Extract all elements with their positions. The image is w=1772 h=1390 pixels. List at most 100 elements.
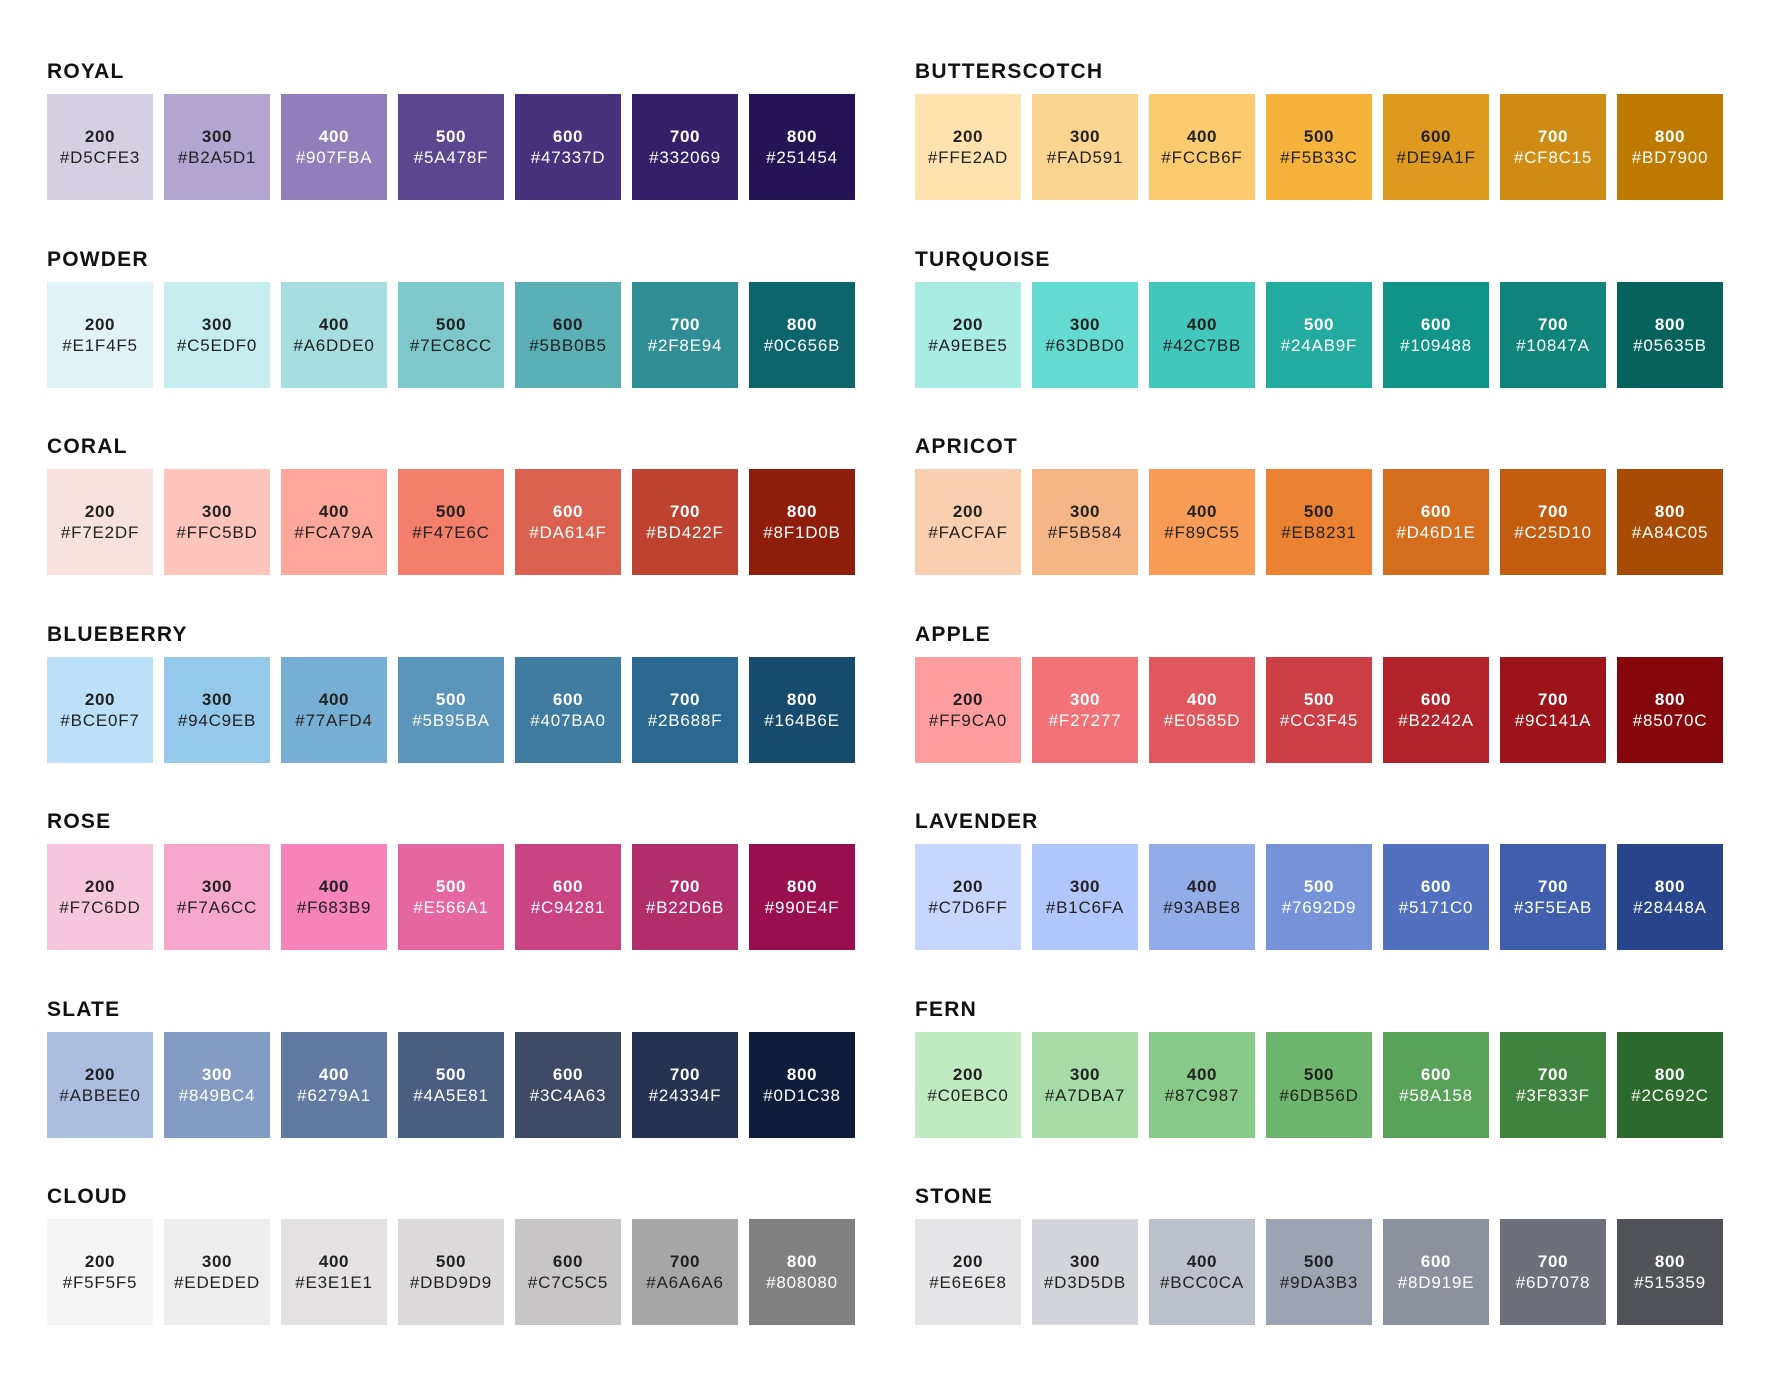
swatch-shade-label: 700 (669, 502, 701, 521)
swatch-coral-400: 400 #FCA79A (281, 469, 387, 575)
swatch-powder-200: 200 #E1F4F5 (47, 282, 153, 388)
swatch-hex-code: #FFE2AD (927, 148, 1009, 167)
palette-group-powder: POWDER 200 #E1F4F5 300 #C5EDF0 400 #A6DDE0 500 #… (47, 248, 857, 418)
swatch-shade-label: 700 (1537, 127, 1569, 146)
swatch-hex-code: #F7E2DF (60, 523, 140, 542)
swatch-rose-700: 700 #B22D6B (632, 844, 738, 950)
swatch-shade-label: 200 (84, 877, 116, 896)
swatch-apricot-200: 200 #FACFAF (915, 469, 1021, 575)
swatch-hex-code: #F27277 (1048, 711, 1122, 730)
swatch-hex-code: #DE9A1F (1396, 148, 1476, 167)
swatch-stone-800: 800 #515359 (1617, 1219, 1723, 1325)
swatch-hex-code: #42C7BB (1162, 336, 1242, 355)
swatch-shade-label: 700 (1537, 315, 1569, 334)
swatch-row: 200 #E1F4F5 300 #C5EDF0 400 #A6DDE0 500 #7EC8CC… (47, 282, 857, 388)
swatch-powder-300: 300 #C5EDF0 (164, 282, 270, 388)
swatch-shade-label: 300 (201, 127, 233, 146)
swatch-apple-400: 400 #E0585D (1149, 657, 1255, 763)
swatch-hex-code: #0D1C38 (763, 1086, 841, 1105)
swatch-stone-700: 700 #6D7078 (1500, 1219, 1606, 1325)
swatch-hex-code: #24334F (648, 1086, 722, 1105)
swatch-shade-label: 800 (1654, 502, 1686, 521)
swatch-hex-code: #7EC8CC (409, 336, 493, 355)
swatch-hex-code: #9DA3B3 (1279, 1273, 1359, 1292)
swatch-hex-code: #F47E6C (412, 523, 490, 542)
swatch-royal-800: 800 #251454 (749, 94, 855, 200)
swatch-apple-800: 800 #85070C (1617, 657, 1723, 763)
swatch-shade-label: 800 (1654, 315, 1686, 334)
swatch-hex-code: #6D7078 (1515, 1273, 1591, 1292)
swatch-apple-500: 500 #CC3F45 (1266, 657, 1372, 763)
swatch-shade-label: 300 (1069, 127, 1101, 146)
palette-name: LAVENDER (915, 810, 1039, 833)
swatch-turquoise-700: 700 #10847A (1500, 282, 1606, 388)
swatch-hex-code: #E3E1E1 (295, 1273, 373, 1292)
swatch-shade-label: 300 (1069, 502, 1101, 521)
swatch-shade-label: 200 (84, 502, 116, 521)
swatch-royal-300: 300 #B2A5D1 (164, 94, 270, 200)
swatch-shade-label: 700 (669, 1065, 701, 1084)
swatch-row: 200 #E6E6E8 300 #D3D5DB 400 #BCC0CA 500 #9DA3B3… (915, 1219, 1725, 1325)
swatch-rose-500: 500 #E566A1 (398, 844, 504, 950)
swatch-hex-code: #5171C0 (1398, 898, 1474, 917)
palette-group-coral: CORAL 200 #F7E2DF 300 #FFC5BD 400 #FCA79A 500 #F… (47, 435, 857, 605)
swatch-shade-label: 200 (952, 502, 984, 521)
swatch-row: 200 #ABBEE0 300 #849BC4 400 #6279A1 500 #4A5E81… (47, 1032, 857, 1138)
palette-group-fern: FERN 200 #C0EBC0 300 #A7DBA7 400 #87C987 500 #6D… (915, 998, 1725, 1168)
swatch-row: 200 #C0EBC0 300 #A7DBA7 400 #87C987 500 #6DB56D… (915, 1032, 1725, 1138)
swatch-butterscotch-600: 600 #DE9A1F (1383, 94, 1489, 200)
swatch-shade-label: 800 (786, 690, 818, 709)
swatch-hex-code: #B2A5D1 (177, 148, 257, 167)
swatch-hex-code: #B1C6FA (1045, 898, 1125, 917)
swatch-slate-400: 400 #6279A1 (281, 1032, 387, 1138)
swatch-hex-code: #E1F4F5 (62, 336, 138, 355)
swatch-hex-code: #5A478F (413, 148, 489, 167)
swatch-shade-label: 300 (201, 690, 233, 709)
swatch-shade-label: 200 (84, 1065, 116, 1084)
swatch-shade-label: 400 (1186, 315, 1218, 334)
swatch-hex-code: #F89C55 (1164, 523, 1240, 542)
swatch-apricot-300: 300 #F5B584 (1032, 469, 1138, 575)
swatch-lavender-200: 200 #C7D6FF (915, 844, 1021, 950)
swatch-shade-label: 300 (201, 315, 233, 334)
swatch-butterscotch-300: 300 #FAD591 (1032, 94, 1138, 200)
swatch-blueberry-700: 700 #2B688F (632, 657, 738, 763)
palette-name: ROSE (47, 810, 112, 833)
swatch-shade-label: 700 (669, 690, 701, 709)
swatch-powder-500: 500 #7EC8CC (398, 282, 504, 388)
swatch-hex-code: #7692D9 (1281, 898, 1357, 917)
palette-group-slate: SLATE 200 #ABBEE0 300 #849BC4 400 #6279A1 500 #4… (47, 998, 857, 1168)
swatch-hex-code: #C0EBC0 (927, 1086, 1009, 1105)
swatch-shade-label: 800 (786, 1252, 818, 1271)
palette-group-apricot: APRICOT 200 #FACFAF 300 #F5B584 400 #F89C55 500… (915, 435, 1725, 605)
swatch-shade-label: 400 (318, 877, 350, 896)
palette-group-butterscotch: BUTTERSCOTCH 200 #FFE2AD 300 #FAD591 400 #FCCB… (915, 60, 1725, 230)
swatch-hex-code: #EDEDED (174, 1273, 260, 1292)
swatch-shade-label: 700 (669, 877, 701, 896)
swatch-shade-label: 500 (1303, 127, 1335, 146)
swatch-shade-label: 300 (201, 1252, 233, 1271)
swatch-hex-code: #B22D6B (645, 898, 725, 917)
swatch-hex-code: #87C987 (1164, 1086, 1240, 1105)
swatch-slate-700: 700 #24334F (632, 1032, 738, 1138)
swatch-powder-700: 700 #2F8E94 (632, 282, 738, 388)
swatch-row: 200 #F7C6DD 300 #F7A6CC 400 #F683B9 500 #E566A1… (47, 844, 857, 950)
swatch-row: 200 #FACFAF 300 #F5B584 400 #F89C55 500 #EB8231… (915, 469, 1725, 575)
swatch-shade-label: 400 (318, 315, 350, 334)
swatch-shade-label: 500 (1303, 877, 1335, 896)
swatch-hex-code: #A9EBE5 (928, 336, 1008, 355)
swatch-shade-label: 300 (1069, 877, 1101, 896)
palette-name: BUTTERSCOTCH (915, 60, 1104, 83)
swatch-butterscotch-200: 200 #FFE2AD (915, 94, 1021, 200)
swatch-hex-code: #10847A (1516, 336, 1590, 355)
swatch-hex-code: #332069 (649, 148, 721, 167)
swatch-hex-code: #C7C5C5 (527, 1273, 609, 1292)
swatch-hex-code: #6279A1 (297, 1086, 371, 1105)
swatch-shade-label: 700 (1537, 690, 1569, 709)
palette-name: FERN (915, 998, 977, 1021)
swatch-shade-label: 200 (952, 1065, 984, 1084)
swatch-shade-label: 300 (1069, 1065, 1101, 1084)
swatch-coral-200: 200 #F7E2DF (47, 469, 153, 575)
swatch-shade-label: 200 (952, 1252, 984, 1271)
